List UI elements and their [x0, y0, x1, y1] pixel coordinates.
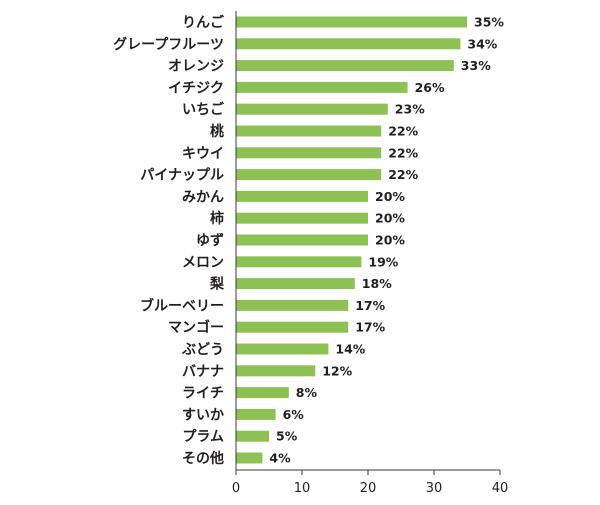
bar-value-label: 17%	[355, 320, 385, 335]
bar-value-label: 14%	[335, 342, 365, 357]
bar	[236, 212, 368, 224]
category-label: ライチ	[182, 386, 224, 402]
bar	[236, 343, 329, 355]
bar-value-label: 17%	[355, 298, 385, 313]
bar-value-label: 8%	[296, 385, 318, 400]
category-label: メロン	[182, 255, 224, 271]
bar	[236, 365, 316, 377]
bar-value-label: 26%	[415, 80, 445, 95]
category-label: オレンジ	[168, 59, 224, 75]
bar-value-label: 34%	[467, 36, 497, 51]
category-label: パイナップル	[140, 168, 224, 184]
bar	[236, 299, 349, 311]
bar	[236, 147, 382, 159]
x-ticks-group: 0 10 20 30 40	[232, 470, 508, 496]
bar-value-label: 4%	[269, 451, 291, 466]
bar-value-label: 33%	[461, 58, 491, 73]
bar-value-label: 6%	[283, 407, 305, 422]
x-tick-label: 0	[232, 481, 240, 496]
bar-value-label: 12%	[322, 363, 352, 378]
category-label: マンゴー	[168, 319, 224, 336]
category-label: 柿	[210, 210, 224, 227]
bar	[236, 452, 263, 464]
x-tick-label: 10	[294, 481, 311, 496]
bar	[236, 190, 368, 202]
bar	[236, 16, 467, 28]
bar-value-label: 20%	[375, 211, 405, 226]
bar-value-label: 5%	[276, 429, 298, 444]
bar-value-label: 22%	[388, 124, 418, 139]
category-label: りんご	[182, 14, 225, 31]
bar	[236, 60, 454, 72]
x-tick-label: 40	[492, 481, 509, 496]
bar-value-label: 20%	[375, 233, 405, 248]
bar	[236, 321, 349, 333]
bar-value-label: 20%	[375, 189, 405, 204]
bar	[236, 387, 289, 399]
bar	[236, 256, 362, 268]
bar-value-label: 23%	[395, 102, 425, 117]
x-tick-label: 20	[360, 481, 377, 496]
category-label: プラム	[182, 429, 224, 445]
category-label: キウイ	[182, 146, 224, 162]
category-label: 桃	[210, 123, 224, 140]
bar	[236, 103, 388, 115]
value-labels-group: 35% 34% 33% 26% 23% 22% 22% 22% 20% 20% 20% 19% 18% 1…	[269, 15, 504, 466]
category-label: すいか	[182, 407, 224, 423]
bar	[236, 125, 382, 137]
x-tick-label: 30	[426, 481, 443, 496]
bar-value-label: 18%	[362, 276, 392, 291]
category-label: ゆず	[196, 232, 224, 249]
category-label: ブルーベリー	[140, 297, 224, 314]
category-label: その他	[182, 450, 224, 467]
category-label: 梨	[209, 276, 225, 293]
bar-value-label: 22%	[388, 145, 418, 160]
category-label: イチジク	[168, 80, 224, 96]
bar	[236, 169, 382, 181]
bar-value-label: 19%	[368, 254, 398, 269]
bar	[236, 81, 408, 93]
bar-value-label: 22%	[388, 167, 418, 182]
bar	[236, 38, 461, 50]
bar	[236, 234, 368, 246]
bar	[236, 408, 276, 420]
bar-value-label: 35%	[474, 15, 504, 30]
category-label: ぶどう	[181, 342, 224, 358]
bar	[236, 278, 355, 290]
category-label: グレープフルーツ	[113, 36, 224, 53]
category-label: バナナ	[182, 364, 224, 380]
category-label: みかん	[182, 189, 224, 205]
category-label: いちご	[182, 101, 225, 118]
bar	[236, 430, 269, 442]
category-labels-group: りんごグレープフルーツオレンジイチジクいちご桃キウイパイナップルみかん柿ゆずメロ…	[113, 14, 225, 467]
bars-group	[236, 16, 467, 464]
